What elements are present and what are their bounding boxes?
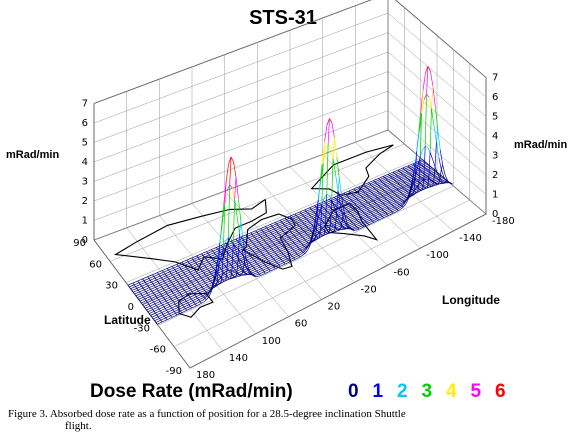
colorbar-value: 3 [422,381,433,402]
colorbar-value: 0 [348,381,359,402]
z-tick-left: 4 [82,157,88,168]
longitude-tick: 140 [229,353,248,364]
longitude-tick: 100 [262,336,281,347]
longitude-tick: 60 [295,319,308,330]
z-tick-left: 5 [82,138,88,149]
grid-lines [93,0,487,369]
longitude-tick: -100 [426,250,449,261]
colorbar-value: 6 [495,381,506,402]
latitude-tick: -90 [166,366,182,377]
z-tick-right: 3 [492,151,498,162]
z-tick-right: 5 [492,112,498,123]
longitude-tick: 180 [196,370,215,381]
z-axis-right: 0 1 2 3 4 5 6 7 [492,73,498,221]
longitude-tick: -60 [393,267,409,278]
z-tick-right: 7 [492,73,498,84]
z-tick-left: 7 [82,99,88,110]
latitude-tick: 90 [73,238,86,249]
latitude-tick: -60 [150,345,166,356]
z-tick-right: 2 [492,170,498,181]
z-tick-right: 4 [492,131,498,142]
figure-caption: Figure 3. Absorbed dose rate as a functi… [8,408,568,432]
latitude-tick: 30 [105,281,118,292]
z-tick-left: 2 [82,196,88,207]
latitude-tick: 60 [89,259,102,270]
colorbar-value: 5 [471,381,482,402]
dose-surface-mesh [127,66,453,325]
longitude-tick: -140 [459,233,482,244]
z-axis-left: 0 1 2 3 4 5 6 7 [82,99,88,247]
latitude-tick: 0 [128,302,134,313]
z-axis-label-left: mRad/min [6,149,59,161]
z-tick-left: 0 [82,235,88,246]
longitude-axis: 180 140 100 60 20 -20 -60 -100 -140 -180 [196,216,515,381]
longitude-axis-label: Longitude [442,293,500,307]
longitude-tick: -20 [360,284,376,295]
colorbar-value: 4 [446,381,457,402]
z-tick-left: 6 [82,118,88,129]
z-tick-left: 1 [82,216,88,227]
z-tick-right: 1 [492,190,498,201]
z-tick-right: 6 [492,92,498,103]
latitude-axis-label: Latitude [104,313,151,327]
colorbar-value: 1 [373,381,384,402]
chart-title: STS-31 [249,7,317,29]
longitude-tick: 20 [328,302,341,313]
colorbar-value: 2 [397,381,408,402]
z-axis-label-right: mRad/min [514,139,567,151]
z-tick-right: 0 [492,209,498,220]
caption-line-1: Figure 3. Absorbed dose rate as a functi… [8,408,406,420]
caption-line-2: flight. [65,420,92,432]
colorbar-label: Dose Rate (mRad/min) [90,381,293,402]
z-tick-left: 3 [82,177,88,188]
longitude-tick: -180 [492,216,515,227]
latitude-tick: -30 [134,323,150,334]
